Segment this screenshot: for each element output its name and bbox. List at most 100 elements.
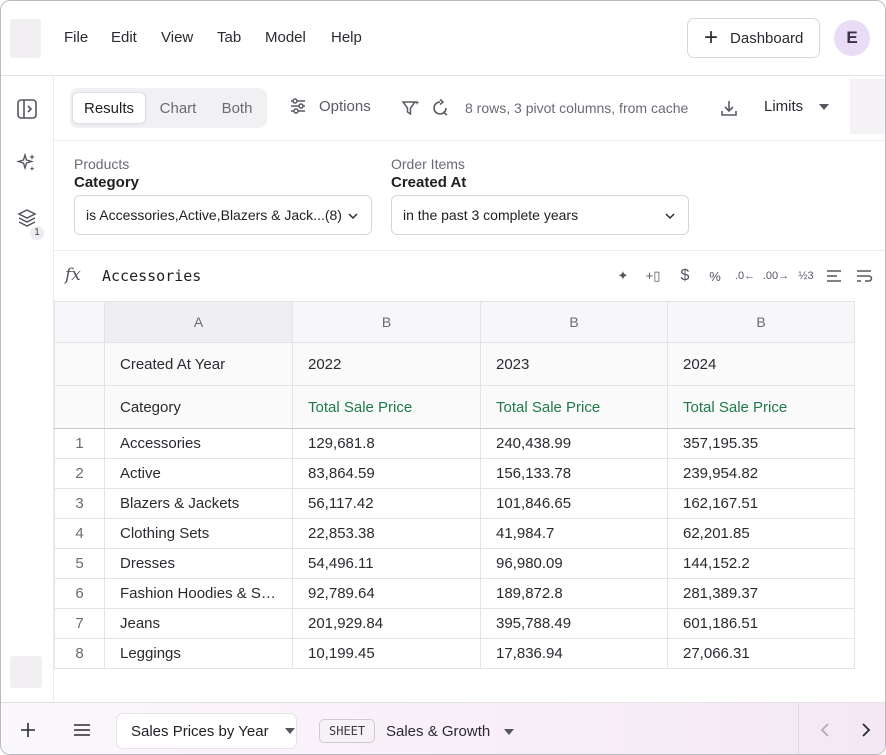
row-number[interactable]: 7 bbox=[54, 608, 105, 639]
sparkles-icon[interactable] bbox=[16, 152, 38, 174]
value-cell[interactable]: 601,186.51 bbox=[667, 608, 855, 639]
value-cell[interactable]: 17,836.94 bbox=[480, 638, 668, 669]
value-cell[interactable]: 54,496.11 bbox=[292, 548, 481, 579]
pivot-value-cell[interactable]: 2023 bbox=[480, 342, 668, 386]
category-cell[interactable]: Active bbox=[104, 458, 293, 489]
row-number[interactable]: 2 bbox=[54, 458, 105, 489]
value-cell[interactable]: 395,788.49 bbox=[480, 608, 668, 639]
value-cell[interactable]: 27,066.31 bbox=[667, 638, 855, 669]
value-cell[interactable]: 22,853.38 bbox=[292, 518, 481, 549]
filter-field-label: Created At bbox=[391, 174, 467, 191]
category-cell[interactable]: Fashion Hoodies & Sw... bbox=[104, 578, 293, 609]
toggle-sidebar-icon[interactable] bbox=[16, 98, 38, 120]
wrap-text-icon[interactable] bbox=[855, 268, 873, 284]
chevron-right-icon[interactable] bbox=[854, 719, 876, 741]
insert-column-icon[interactable]: +▯ bbox=[645, 268, 661, 283]
download-icon[interactable] bbox=[720, 99, 738, 117]
category-cell[interactable]: Dresses bbox=[104, 548, 293, 579]
tab-list-icon[interactable] bbox=[71, 719, 93, 741]
dimension-header-cell[interactable]: Category bbox=[104, 385, 293, 429]
metric-header-cell[interactable]: Total Sale Price bbox=[667, 385, 855, 429]
options-label: Options bbox=[319, 97, 371, 115]
layers-icon[interactable] bbox=[16, 207, 38, 229]
column-header-b[interactable]: B bbox=[292, 301, 481, 343]
chart-tab[interactable]: Chart bbox=[159, 99, 197, 117]
corner-cell[interactable] bbox=[54, 301, 105, 343]
query-status-text: 8 rows, 3 pivot columns, from cache bbox=[465, 100, 689, 116]
number-format-icon[interactable]: ½3 bbox=[798, 270, 814, 282]
value-cell[interactable]: 240,438.99 bbox=[480, 428, 668, 459]
chevron-down-icon[interactable] bbox=[504, 728, 515, 735]
category-cell[interactable]: Leggings bbox=[104, 638, 293, 669]
category-cell[interactable]: Accessories bbox=[104, 428, 293, 459]
created-at-filter-select[interactable]: in the past 3 complete years bbox=[391, 195, 689, 235]
menu-help[interactable]: Help bbox=[331, 29, 362, 46]
refresh-chat-icon[interactable] bbox=[430, 98, 450, 118]
row-number[interactable]: 6 bbox=[54, 578, 105, 609]
chevron-down-icon[interactable] bbox=[284, 728, 295, 734]
value-cell[interactable]: 62,201.85 bbox=[667, 518, 855, 549]
chevron-left-icon[interactable] bbox=[815, 719, 837, 741]
value-cell[interactable]: 101,846.65 bbox=[480, 488, 668, 519]
value-cell[interactable]: 156,133.78 bbox=[480, 458, 668, 489]
menu-file[interactable]: File bbox=[64, 29, 89, 46]
table-row: 3 Blazers & Jackets 56,117.42 101,846.65… bbox=[54, 488, 855, 519]
value-cell[interactable]: 83,864.59 bbox=[292, 458, 481, 489]
row-number[interactable]: 3 bbox=[54, 488, 105, 519]
formula-value[interactable]: Accessories bbox=[102, 267, 202, 285]
value-cell[interactable]: 56,117.42 bbox=[292, 488, 481, 519]
formula-bar: fx Accessories ✦ +▯ $ % .0← .00→ ½3 bbox=[54, 251, 885, 301]
toolbar-overflow-panel bbox=[850, 79, 885, 134]
column-header-b[interactable]: B bbox=[667, 301, 855, 343]
column-header-b[interactable]: B bbox=[480, 301, 668, 343]
value-cell[interactable]: 201,929.84 bbox=[292, 608, 481, 639]
currency-format-icon[interactable]: $ bbox=[680, 267, 690, 284]
add-tab-icon[interactable] bbox=[17, 719, 39, 741]
category-cell[interactable]: Clothing Sets bbox=[104, 518, 293, 549]
pivot-dimension-label[interactable]: Created At Year bbox=[104, 342, 293, 386]
pivot-value-cell[interactable]: 2022 bbox=[292, 342, 481, 386]
value-cell[interactable]: 162,167.51 bbox=[667, 488, 855, 519]
decrease-decimals-icon[interactable]: .0← bbox=[734, 270, 756, 282]
menu-view[interactable]: View bbox=[161, 29, 194, 46]
menu-edit[interactable]: Edit bbox=[111, 29, 137, 46]
category-filter-select[interactable]: is Accessories,Active,Blazers & Jack...(… bbox=[74, 195, 372, 235]
filter-sparkle-icon[interactable] bbox=[401, 98, 421, 118]
percent-format-icon[interactable]: % bbox=[709, 268, 721, 284]
menu-tab[interactable]: Tab bbox=[217, 29, 242, 46]
value-cell[interactable]: 41,984.7 bbox=[480, 518, 668, 549]
value-cell[interactable]: 144,152.2 bbox=[667, 548, 855, 579]
results-tab[interactable]: Results bbox=[72, 92, 146, 124]
results-grid: A B B B Created At Year 2022 2023 2024 C… bbox=[54, 301, 855, 669]
column-header-a[interactable]: A bbox=[104, 301, 293, 343]
value-cell[interactable]: 281,389.37 bbox=[667, 578, 855, 609]
value-cell[interactable]: 189,872.8 bbox=[480, 578, 668, 609]
tab-sales-prices-by-year[interactable]: Sales Prices by Year bbox=[116, 713, 297, 749]
avatar[interactable]: E bbox=[834, 20, 870, 56]
row-header-blank bbox=[54, 385, 105, 429]
category-cell[interactable]: Blazers & Jackets bbox=[104, 488, 293, 519]
value-cell[interactable]: 357,195.35 bbox=[667, 428, 855, 459]
value-cell[interactable]: 10,199.45 bbox=[292, 638, 481, 669]
value-cell[interactable]: 96,980.09 bbox=[480, 548, 668, 579]
metric-header-cell[interactable]: Total Sale Price bbox=[292, 385, 481, 429]
metric-header-cell[interactable]: Total Sale Price bbox=[480, 385, 668, 429]
category-cell[interactable]: Jeans bbox=[104, 608, 293, 639]
value-cell[interactable]: 92,789.64 bbox=[292, 578, 481, 609]
row-number[interactable]: 4 bbox=[54, 518, 105, 549]
tab-sales-and-growth[interactable]: Sales & Growth bbox=[386, 723, 515, 740]
value-cell[interactable]: 129,681.8 bbox=[292, 428, 481, 459]
row-number[interactable]: 1 bbox=[54, 428, 105, 459]
row-number[interactable]: 8 bbox=[54, 638, 105, 669]
ai-sparkle-icon[interactable]: ✦ bbox=[617, 268, 629, 283]
row-number[interactable]: 5 bbox=[54, 548, 105, 579]
align-left-icon[interactable] bbox=[825, 268, 843, 284]
menu-model[interactable]: Model bbox=[265, 29, 306, 46]
limits-dropdown[interactable]: Limits bbox=[764, 98, 830, 115]
value-cell[interactable]: 239,954.82 bbox=[667, 458, 855, 489]
increase-decimals-icon[interactable]: .00→ bbox=[762, 270, 790, 282]
both-tab[interactable]: Both bbox=[221, 99, 253, 117]
options-button[interactable]: Options bbox=[289, 97, 371, 115]
add-dashboard-button[interactable]: + Dashboard bbox=[687, 18, 820, 58]
pivot-value-cell[interactable]: 2024 bbox=[667, 342, 855, 386]
